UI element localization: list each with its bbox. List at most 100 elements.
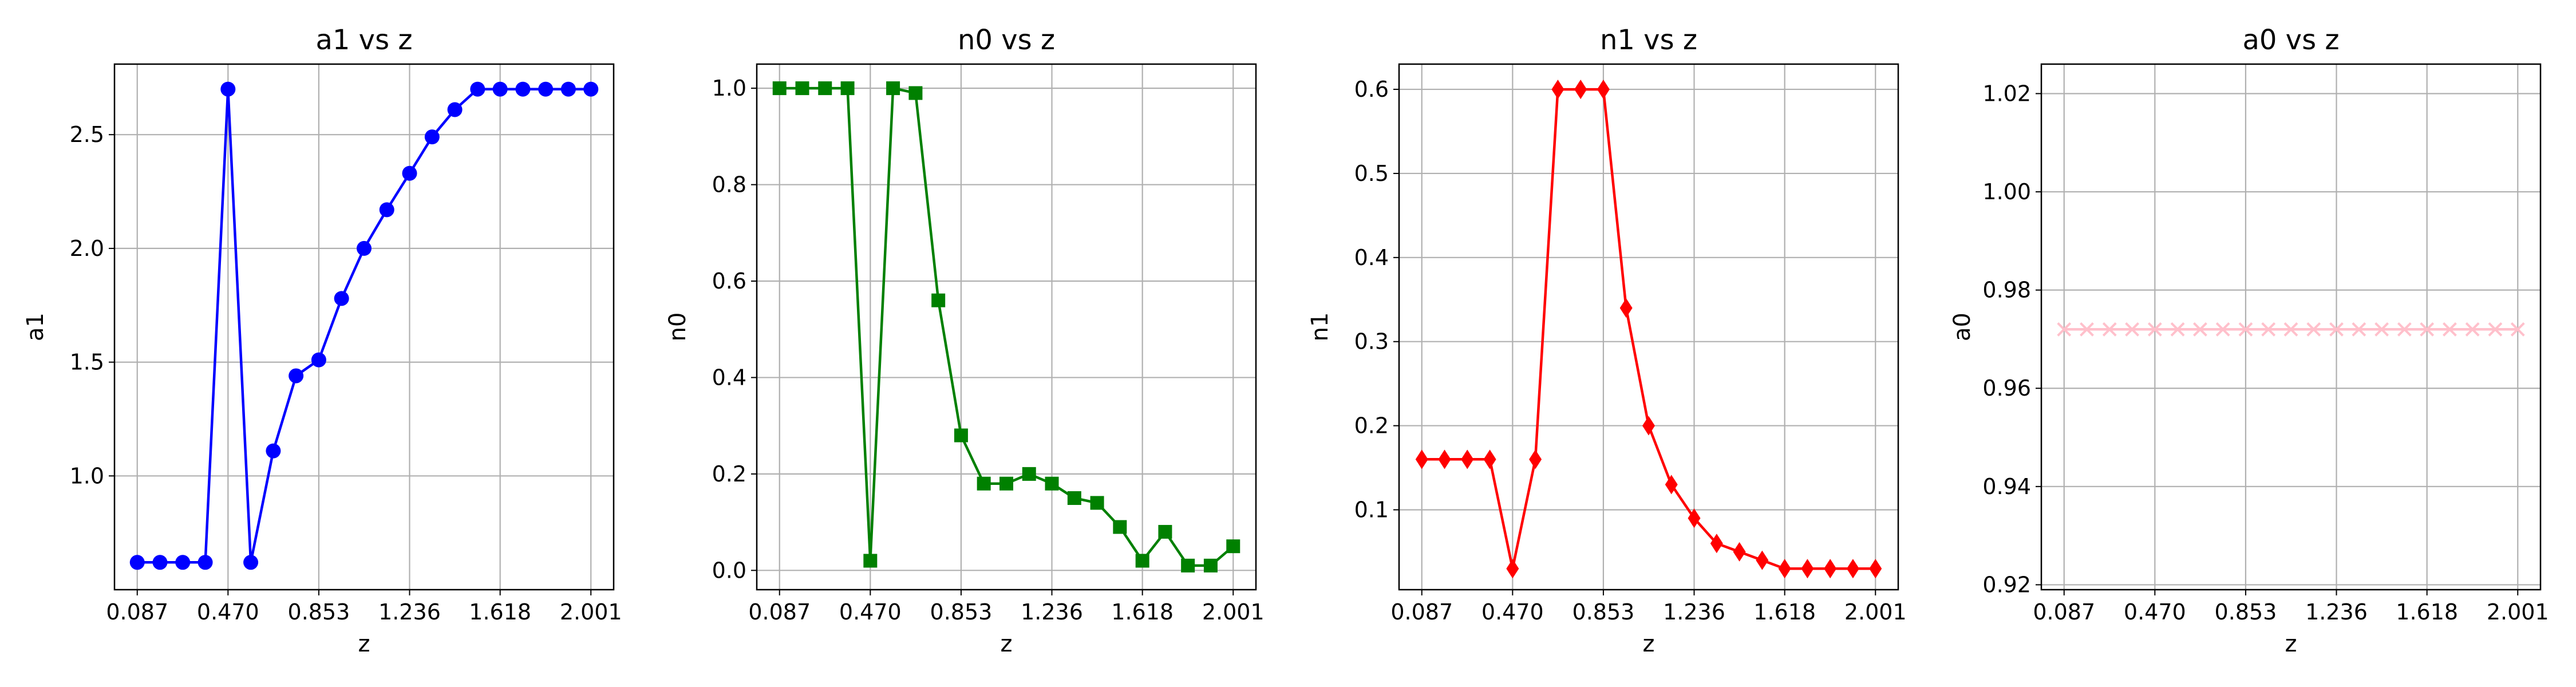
- data-point: [1733, 542, 1746, 562]
- data-point: [2488, 322, 2503, 337]
- data-point: [2057, 322, 2072, 337]
- data-point: [2080, 322, 2094, 337]
- data-point: [2465, 322, 2480, 337]
- chart-title: n1 vs z: [1600, 24, 1697, 56]
- y-tick-label: 1.5: [70, 350, 104, 375]
- data-point: [424, 129, 440, 145]
- data-point: [840, 81, 855, 96]
- data-point: [1619, 298, 1633, 318]
- x-tick-label: 2.001: [560, 599, 622, 625]
- data-point: [357, 240, 372, 256]
- data-point: [1824, 559, 1837, 579]
- subplot-a0-vs-z: 0.087 0.470 0.853 1.236 1.618 2.001 0.92 0.94 0.…: [1949, 24, 2549, 657]
- data-point: [1665, 475, 1678, 495]
- data-point: [1158, 524, 1172, 539]
- data-point: [1113, 520, 1127, 534]
- data-point: [1415, 449, 1428, 469]
- y-tick-label: 0.4: [712, 365, 746, 390]
- data-point: [1045, 476, 1059, 491]
- x-tick-label: 0.470: [1481, 599, 1544, 625]
- data-point: [1574, 80, 1587, 100]
- data-point: [2238, 322, 2253, 337]
- data-point: [977, 476, 991, 491]
- data-point: [772, 81, 787, 96]
- data-point: [2397, 322, 2412, 337]
- y-tick-label: 0.0: [712, 558, 746, 583]
- data-point: [1529, 449, 1542, 469]
- y-tick-label: 0.98: [1982, 278, 2031, 303]
- subplot-n0-vs-z: 0.087 0.470 0.853 1.236 1.618 2.001 0.0 0.2 0.4 0…: [665, 24, 1265, 657]
- y-axis-label: n1: [1307, 313, 1333, 342]
- x-tick-label: 0.853: [930, 599, 993, 625]
- y-tick-label: 0.4: [1354, 245, 1389, 270]
- y-tick-label: 1.02: [1982, 81, 2031, 106]
- data-point: [2352, 322, 2366, 337]
- data-point: [2102, 322, 2117, 337]
- plot-area: [114, 64, 614, 590]
- data-point: [1597, 80, 1610, 100]
- data-point: [447, 102, 463, 117]
- data-point: [818, 81, 832, 96]
- data-point: [886, 81, 900, 96]
- data-point: [334, 291, 349, 306]
- data-point: [1869, 559, 1882, 579]
- data-point: [1022, 467, 1036, 481]
- data-point: [560, 81, 576, 97]
- data-point: [1642, 416, 1655, 436]
- y-tick-label: 0.92: [1982, 572, 2031, 597]
- data-point: [1461, 449, 1474, 469]
- x-tick-label: 2.001: [1844, 599, 1907, 625]
- data-point: [1778, 559, 1791, 579]
- data-point: [220, 81, 236, 97]
- x-tick-label: 0.087: [106, 599, 168, 625]
- data-point: [1756, 550, 1769, 570]
- data-point: [311, 352, 326, 368]
- data-point: [954, 428, 968, 443]
- x-tick-label: 0.470: [2124, 599, 2186, 625]
- data-point: [931, 293, 946, 307]
- data-point: [2510, 322, 2525, 337]
- x-tick-label: 0.087: [2033, 599, 2095, 625]
- data-point: [2329, 322, 2344, 337]
- x-axis-label: z: [1643, 631, 1655, 657]
- x-tick-label: 1.236: [2305, 599, 2368, 625]
- y-tick-label: 0.3: [1354, 329, 1389, 354]
- y-axis-label: a1: [22, 313, 49, 341]
- y-tick-label: 1.0: [70, 463, 104, 488]
- x-axis-label: z: [1001, 631, 1013, 657]
- data-point: [129, 555, 145, 570]
- chart-title: a0 vs z: [2242, 24, 2339, 56]
- data-point: [2374, 322, 2389, 337]
- data-point: [583, 81, 599, 97]
- x-axis-label: z: [2285, 631, 2297, 657]
- data-point: [2420, 322, 2435, 337]
- data-point: [515, 81, 531, 97]
- data-point: [999, 476, 1013, 491]
- data-point: [470, 81, 485, 97]
- data-point: [2306, 322, 2321, 337]
- data-point: [538, 81, 554, 97]
- x-tick-label: 1.236: [1021, 599, 1083, 625]
- data-point: [1438, 449, 1451, 469]
- x-tick-label: 2.001: [2487, 599, 2549, 625]
- data-point: [2170, 322, 2185, 337]
- x-tick-label: 0.087: [1390, 599, 1453, 625]
- x-tick-label: 0.853: [1573, 599, 1635, 625]
- data-point: [175, 555, 191, 570]
- data-point: [1226, 539, 1240, 554]
- y-axis-label: a0: [1949, 313, 1976, 341]
- y-tick-label: 0.6: [1354, 77, 1389, 102]
- data-point: [908, 86, 923, 100]
- x-tick-label: 0.087: [748, 599, 811, 625]
- data-point: [2193, 322, 2207, 337]
- y-tick-label: 0.5: [1354, 161, 1389, 186]
- data-point: [2147, 322, 2162, 337]
- data-point: [266, 443, 281, 459]
- x-tick-label: 0.470: [197, 599, 259, 625]
- chart-title: a1 vs z: [315, 24, 412, 56]
- data-point: [197, 555, 213, 570]
- y-tick-label: 2.5: [70, 122, 104, 147]
- x-tick-label: 1.618: [2396, 599, 2458, 625]
- data-point: [243, 555, 259, 570]
- chart-title: n0 vs z: [958, 24, 1055, 56]
